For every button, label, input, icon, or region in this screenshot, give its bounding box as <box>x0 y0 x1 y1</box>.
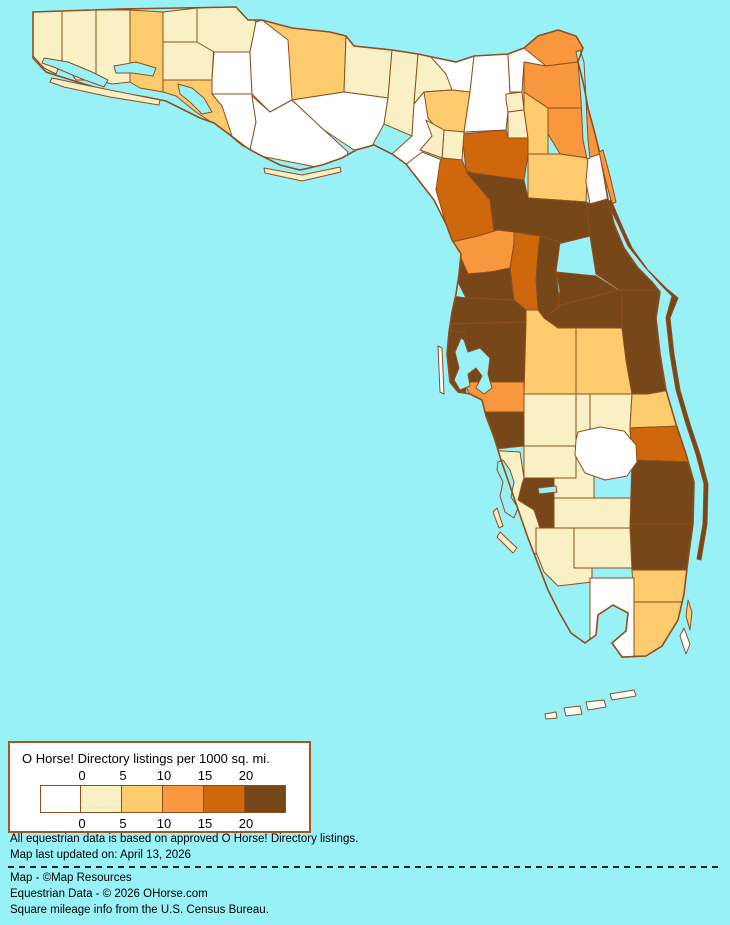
island-layer <box>49 77 709 720</box>
legend-tick-label: 5 <box>119 816 127 831</box>
apalachicola-barrier <box>263 166 342 182</box>
east-barrier-south <box>606 199 709 561</box>
county-manatee <box>463 381 525 413</box>
map-legend: O Horse! Directory listings per 1000 sq.… <box>8 741 311 833</box>
legend-color-ramp <box>40 785 286 813</box>
data-credit: Equestrian Data - © 2026 OHorse.com <box>10 888 208 900</box>
lake-okeechobee <box>574 426 638 481</box>
legend-tick-label: 0 <box>78 816 86 831</box>
county-sumter <box>509 231 541 311</box>
miami-beach <box>685 599 693 631</box>
water-layer <box>41 49 591 519</box>
key-west <box>544 711 558 720</box>
county-leon <box>343 35 393 99</box>
county-st-lucie <box>629 425 694 463</box>
county-putnam <box>527 153 589 203</box>
county-wakulla <box>291 91 389 151</box>
legend-ticks-top: 0 5 10 15 20 <box>40 768 286 783</box>
legend-tick-label: 10 <box>156 768 172 783</box>
county-hendry <box>573 527 633 569</box>
county-lake <box>535 235 561 319</box>
county-calhoun <box>211 51 253 95</box>
legend-swatch-5-10 <box>122 785 163 813</box>
census-credit: Square mileage info from the U.S. Census… <box>10 904 269 916</box>
pensacola-bay <box>41 57 109 88</box>
legend-tick-label: 15 <box>197 768 213 783</box>
legend-tick-label: 5 <box>119 768 127 783</box>
county-desoto <box>523 445 577 479</box>
legend-title: O Horse! Directory listings per 1000 sq.… <box>22 751 270 766</box>
state-outline <box>32 6 695 658</box>
legend-swatch-10-15 <box>163 785 204 813</box>
legend-tick-label: 0 <box>78 768 86 783</box>
legend-swatch-0 <box>40 785 81 813</box>
captiva-island <box>496 531 518 554</box>
legend-swatch-0-5 <box>81 785 122 813</box>
county-marion <box>465 171 591 245</box>
last-updated-note: Map last updated on: April 13, 2026 <box>10 849 191 861</box>
st-andrew-bay <box>177 83 213 115</box>
county-jackson <box>196 7 257 53</box>
county-layer <box>33 7 694 657</box>
county-martin <box>629 459 694 525</box>
lake-layer <box>574 426 638 481</box>
choctawhatchee-bay <box>113 61 157 77</box>
county-broward <box>631 569 691 603</box>
legend-tick-label: 10 <box>156 816 172 831</box>
st-johns-river <box>575 49 591 160</box>
county-hardee <box>523 393 577 447</box>
key-largo <box>609 689 637 701</box>
county-indian-river <box>629 389 683 429</box>
county-holmes <box>162 7 198 43</box>
biscayne-key <box>679 627 691 655</box>
county-pasco <box>449 295 527 325</box>
sanibel-island <box>492 507 504 529</box>
legend-ticks-bottom: 0 5 10 15 20 <box>40 816 286 831</box>
county-st-johns <box>547 107 601 159</box>
legend-swatch-15-20 <box>204 785 245 813</box>
pinellas-barrier <box>437 345 445 395</box>
caloosahatchee-river <box>537 485 558 495</box>
legend-tick-label: 20 <box>238 816 254 831</box>
county-union <box>505 91 525 113</box>
dashed-separator <box>8 866 722 868</box>
county-sarasota <box>477 411 525 451</box>
charlotte-harbor <box>496 459 519 519</box>
county-gilchrist <box>441 129 465 161</box>
middle-key <box>585 699 607 711</box>
county-walton <box>129 9 164 93</box>
county-lafayette <box>419 119 445 159</box>
legend-tick-label: 15 <box>197 816 213 831</box>
lower-key <box>563 705 583 717</box>
santa-rosa-island <box>49 77 161 106</box>
map-credit: Map - ©Map Resources <box>10 872 132 884</box>
data-source-note: All equestrian data is based on approved… <box>10 833 359 845</box>
county-glades <box>553 497 633 529</box>
tampa-bay <box>453 337 493 395</box>
legend-tick-label: 20 <box>238 768 254 783</box>
legend-swatch-20+ <box>245 785 286 813</box>
